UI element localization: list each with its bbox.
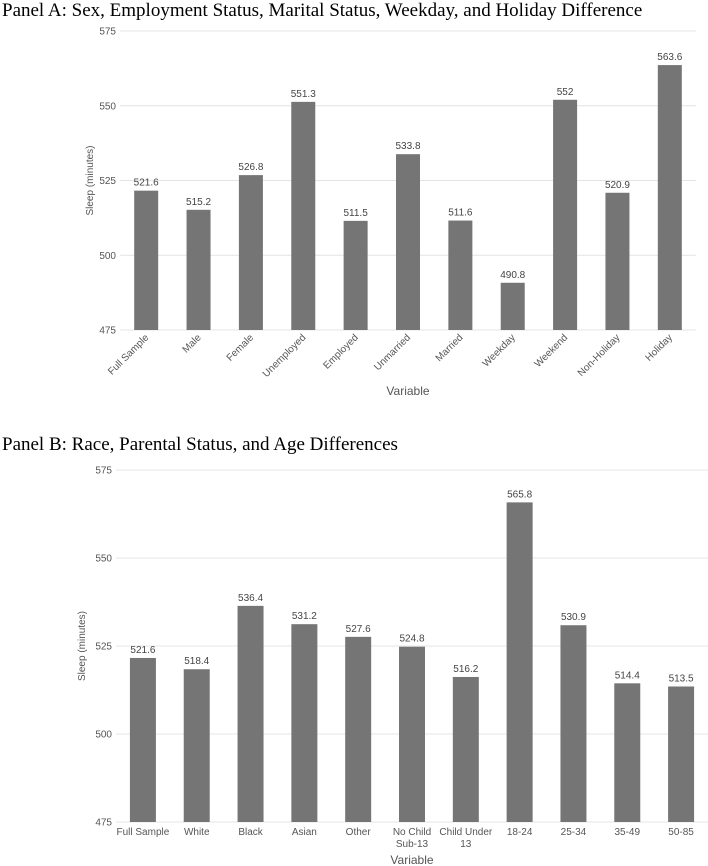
value-label: 490.8 (500, 270, 525, 281)
value-label: 521.6 (134, 178, 159, 189)
x-tick-label: Child Under (439, 827, 492, 838)
x-tick-label: Sub-13 (396, 839, 429, 850)
value-label: 520.9 (605, 180, 630, 191)
x-tick-label: Other (346, 827, 372, 838)
value-label: 552 (557, 87, 574, 98)
value-label: 514.4 (615, 670, 640, 681)
x-tick-label: Black (238, 827, 263, 838)
y-axis-title: Sleep (minutes) (77, 611, 88, 681)
bar (343, 220, 368, 330)
x-tick-label: No Child (393, 827, 431, 838)
x-tick-label: 13 (460, 839, 472, 850)
value-label: 565.8 (507, 489, 532, 500)
y-tick-label: 525 (99, 176, 116, 187)
x-tick-label: 35-49 (614, 827, 640, 838)
value-label: 511.5 (343, 208, 368, 219)
value-label: 515.2 (186, 197, 211, 208)
y-tick-label: 550 (95, 554, 112, 565)
y-tick-label: 500 (99, 251, 116, 262)
value-label: 511.6 (448, 208, 473, 219)
bar (452, 676, 479, 822)
x-tick-label: 50-85 (668, 827, 694, 838)
y-tick-label: 575 (99, 27, 116, 38)
bar (399, 646, 425, 822)
value-label: 531.2 (292, 611, 317, 622)
y-tick-label: 575 (95, 466, 112, 477)
x-tick-label: Full Sample (117, 827, 170, 838)
panel-a-title: Panel A: Sex, Employment Status, Marital… (2, 0, 643, 21)
bar (614, 683, 641, 822)
bar (291, 624, 318, 822)
x-tick-label: White (184, 827, 210, 838)
bar (129, 657, 156, 822)
x-tick-label: 18-24 (507, 827, 533, 838)
y-axis-title: Sleep (minutes) (85, 145, 96, 215)
bar (345, 636, 372, 822)
bar (183, 669, 210, 822)
value-label: 516.2 (453, 664, 478, 675)
bar (291, 101, 316, 330)
y-tick-label: 500 (95, 730, 112, 741)
bar (238, 175, 263, 330)
bar (396, 154, 420, 330)
value-label: 530.9 (561, 612, 586, 623)
value-label: 521.6 (130, 645, 155, 656)
bar (605, 192, 630, 330)
y-tick-label: 525 (95, 642, 112, 653)
value-label: 513.5 (669, 673, 694, 684)
x-axis-title: Variable (390, 853, 433, 866)
bar (237, 605, 264, 822)
bar (668, 686, 695, 822)
bar (553, 99, 578, 331)
bar (560, 625, 587, 822)
value-label: 527.6 (346, 624, 371, 635)
x-tick-label: 25-34 (561, 827, 587, 838)
value-label: 526.8 (238, 162, 263, 173)
value-label: 536.4 (238, 593, 263, 604)
value-label: 518.4 (184, 656, 209, 667)
y-tick-label: 550 (99, 101, 116, 112)
panel-b-title: Panel B: Race, Parental Status, and Age … (2, 434, 398, 455)
bar (500, 282, 525, 330)
x-axis-title: Variable (386, 384, 429, 398)
value-label: 563.6 (657, 52, 682, 63)
value-label: 551.3 (291, 89, 316, 100)
bar (657, 65, 682, 330)
bar (448, 220, 473, 330)
value-label: 533.8 (395, 141, 420, 152)
y-tick-label: 475 (95, 818, 112, 829)
bar (186, 209, 211, 330)
value-label: 524.8 (399, 634, 424, 645)
bar (506, 502, 533, 822)
x-tick-label: Asian (292, 827, 317, 838)
y-tick-label: 475 (99, 326, 116, 337)
bar (134, 190, 159, 330)
